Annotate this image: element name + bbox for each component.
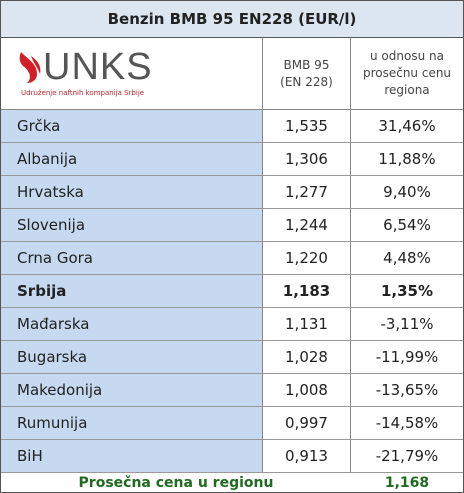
country-cell: BiH xyxy=(1,440,263,473)
country-cell: Srbija xyxy=(1,275,263,308)
header-line: BMB 95 xyxy=(283,57,330,72)
diff-cell: 31,46% xyxy=(351,110,463,143)
header-line: u odnosu na xyxy=(370,49,444,63)
logo-flame xyxy=(19,52,41,83)
diff-cell: -11,99% xyxy=(351,341,463,374)
country-cell: Crna Gora xyxy=(1,242,263,275)
price-header: BMB 95 (EN 228) xyxy=(263,38,351,110)
country-cell: Mađarska xyxy=(1,308,263,341)
diff-cell: -14,58% xyxy=(351,407,463,440)
diff-cell: -21,79% xyxy=(351,440,463,473)
diff-cell: 6,54% xyxy=(351,209,463,242)
country-cell: Rumunija xyxy=(1,407,263,440)
footer-label: Prosečna cena u regionu xyxy=(78,474,274,491)
price-cell: 1,220 xyxy=(263,242,351,275)
country-cell: Slovenija xyxy=(1,209,263,242)
country-cell: Hrvatska xyxy=(1,176,263,209)
header-line: prosečnu cenu xyxy=(362,66,452,80)
diff-cell: 9,40% xyxy=(351,176,463,209)
country-cell: Grčka xyxy=(1,110,263,143)
price-cell: 1,183 xyxy=(263,275,351,308)
header-line: regiona xyxy=(384,83,430,97)
country-cell: Bugarska xyxy=(1,341,263,374)
country-cell: Makedonija xyxy=(1,374,263,407)
country-cell: Albanija xyxy=(1,143,263,176)
price-cell: 1,028 xyxy=(263,341,351,374)
header-line: (EN 228) xyxy=(280,74,333,89)
logo-subtitle: Udruženje naftnih kompanija Srbije xyxy=(21,89,145,97)
diff-cell: -3,11% xyxy=(351,308,463,341)
diff-header: u odnosu na prosečnu cenu regiona xyxy=(351,38,463,110)
price-cell: 0,997 xyxy=(263,407,351,440)
price-cell: 1,277 xyxy=(263,176,351,209)
price-cell: 1,131 xyxy=(263,308,351,341)
logo: UNKS Udruženje naftnih kompanija Srbije xyxy=(1,38,263,110)
diff-cell: 4,48% xyxy=(351,242,463,275)
logo-name: UNKS xyxy=(43,45,153,88)
price-cell: 1,244 xyxy=(263,209,351,242)
diff-cell: 1,35% xyxy=(351,275,463,308)
diff-cell: 11,88% xyxy=(351,143,463,176)
diff-cell: -13,65% xyxy=(351,374,463,407)
price-cell: 1,306 xyxy=(263,143,351,176)
footer-value: 1,168 xyxy=(384,474,430,491)
table-title: Benzin BMB 95 EN228 (EUR/l) xyxy=(1,1,463,38)
price-cell: 1,535 xyxy=(263,110,351,143)
price-cell: 0,913 xyxy=(263,440,351,473)
price-cell: 1,008 xyxy=(263,374,351,407)
